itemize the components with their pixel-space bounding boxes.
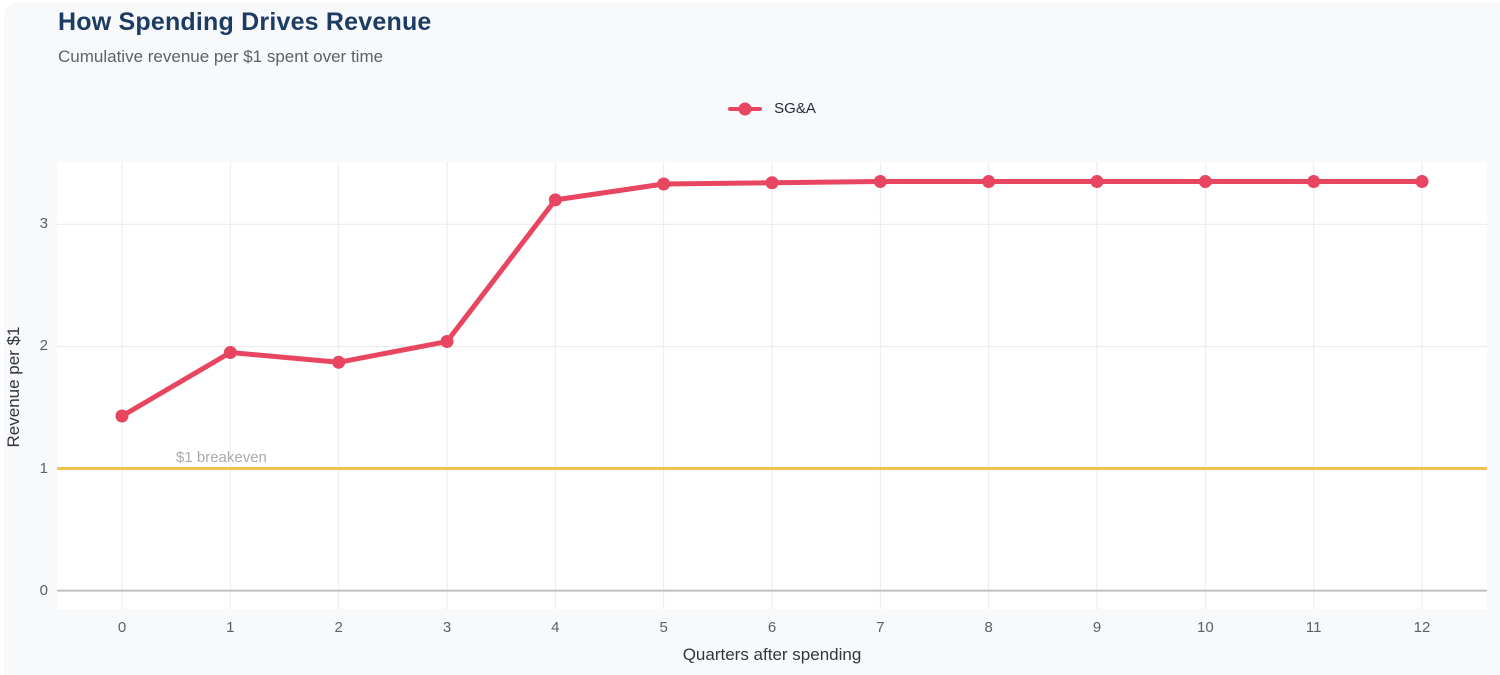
x-tick-label: 1 xyxy=(226,619,235,636)
data-point-marker xyxy=(1415,175,1429,189)
chart-title: How Spending Drives Revenue xyxy=(58,8,432,36)
y-tick-label: 1 xyxy=(39,459,48,477)
legend-dot-icon xyxy=(738,102,752,115)
data-point-marker xyxy=(982,175,996,189)
x-axis-title: Quarters after spending xyxy=(682,645,862,664)
y-axis-title: Revenue per $1 xyxy=(4,326,23,448)
x-tick-label: 7 xyxy=(876,619,885,636)
y-tick-label: 0 xyxy=(39,581,48,599)
x-tick-label: 2 xyxy=(334,619,343,636)
x-tick-label: 9 xyxy=(1092,619,1102,636)
legend-item-sga[interactable]: SG&A xyxy=(728,100,816,117)
data-point-marker xyxy=(548,193,562,207)
plot-area: $1 breakeven xyxy=(57,162,1487,609)
data-point-marker xyxy=(115,409,129,423)
data-point-marker xyxy=(223,346,237,360)
x-tick-label: 8 xyxy=(984,619,993,636)
x-tick-label: 0 xyxy=(117,619,127,636)
x-tick-label: 10 xyxy=(1196,619,1214,636)
x-tick-label: 11 xyxy=(1305,619,1322,636)
line-chart-canvas xyxy=(57,162,1487,609)
x-tick-label: 4 xyxy=(551,619,560,636)
data-point-marker xyxy=(1307,175,1321,189)
data-point-marker xyxy=(873,175,887,189)
data-point-marker xyxy=(440,335,454,349)
y-tick-label: 2 xyxy=(39,337,48,355)
chart-card: How Spending Drives Revenue Cumulative r… xyxy=(4,2,1500,675)
data-point-marker xyxy=(1090,175,1104,189)
data-point-marker xyxy=(765,176,779,190)
y-axis-tick-labels: 0 1 2 3 xyxy=(4,162,48,609)
legend-line-marker-icon xyxy=(728,102,763,116)
x-tick-label: 6 xyxy=(767,619,777,636)
data-point-marker xyxy=(657,177,671,191)
breakeven-annotation: $1 breakeven xyxy=(176,449,267,466)
legend: SG&A xyxy=(57,100,1487,117)
y-tick-label: 3 xyxy=(39,215,48,233)
x-tick-label: 12 xyxy=(1413,619,1431,636)
data-point-marker xyxy=(1198,175,1212,189)
x-tick-label: 3 xyxy=(442,619,452,636)
data-point-marker xyxy=(332,355,346,369)
x-axis-tick-labels: 0 1 2 3 4 5 6 7 8 9 10 11 12 xyxy=(57,618,1487,638)
chart-subtitle: Cumulative revenue per $1 spent over tim… xyxy=(58,47,384,66)
legend-label: SG&A xyxy=(774,100,816,117)
x-tick-label: 5 xyxy=(659,619,668,636)
